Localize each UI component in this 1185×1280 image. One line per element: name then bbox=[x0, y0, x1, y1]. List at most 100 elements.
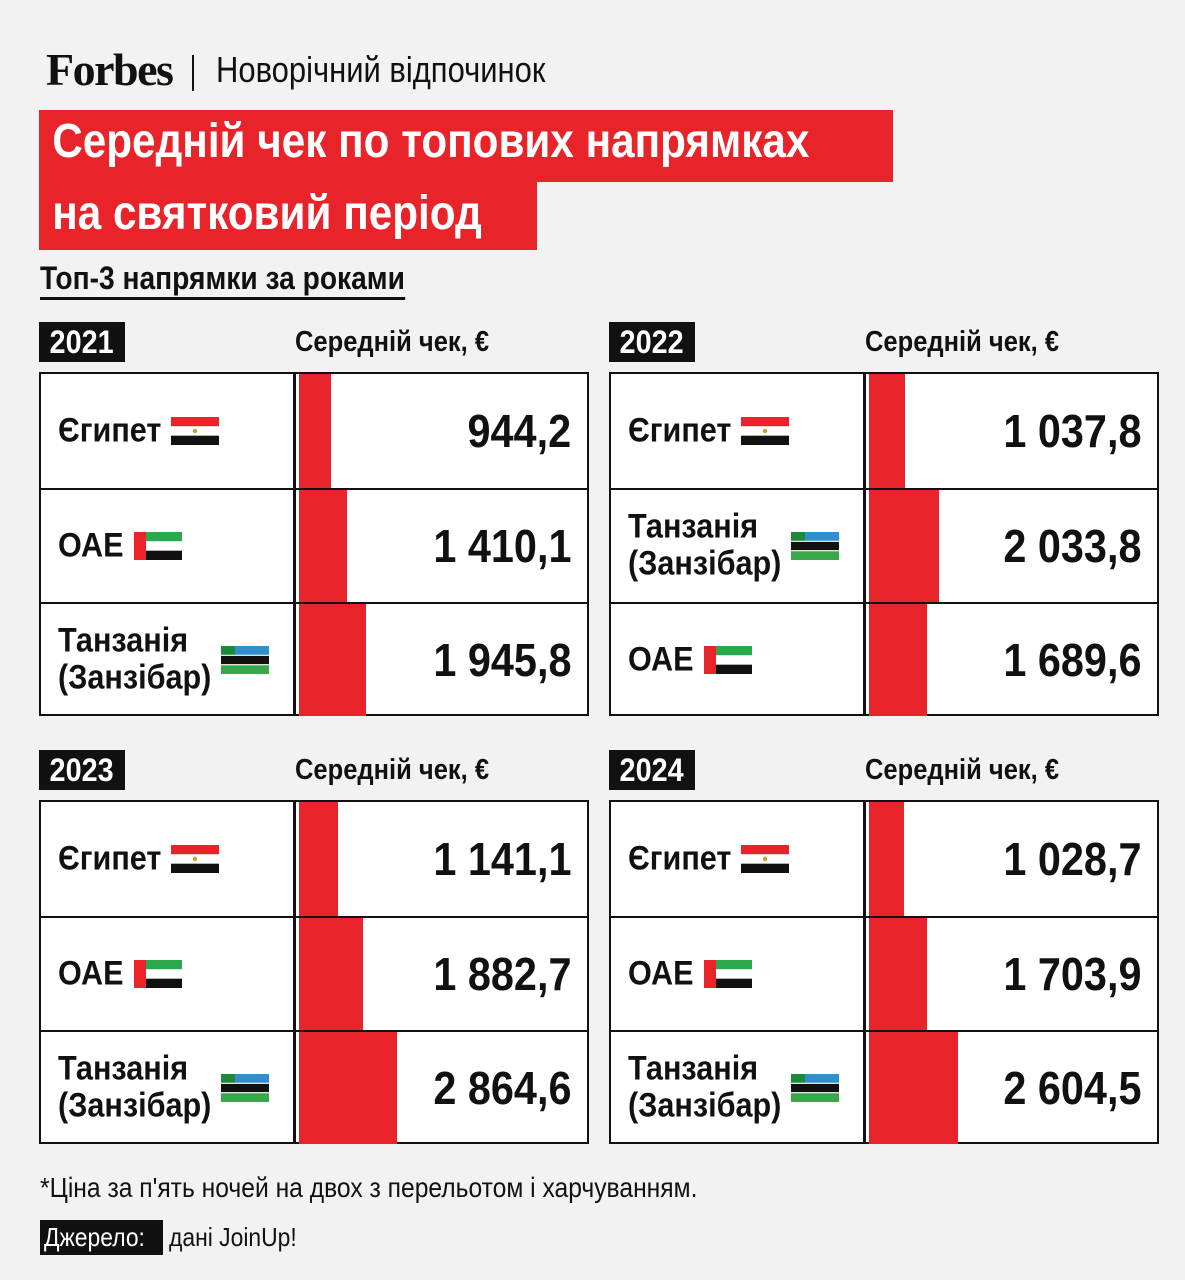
tanzania-zanzibar-flag-icon bbox=[221, 1074, 269, 1102]
table-row: Єгипет 1 028,7 bbox=[611, 802, 1157, 916]
country-name: ОАЕ bbox=[628, 640, 694, 679]
country-cell: ОАЕ bbox=[41, 490, 296, 602]
value-bar bbox=[299, 374, 331, 488]
uae-flag-icon bbox=[134, 532, 182, 560]
source-text: дані JoinUp! bbox=[169, 1222, 314, 1253]
footnote: *Ціна за п'ять ночей на двох з перельото… bbox=[40, 1172, 698, 1203]
title-line-2: на святковий період bbox=[39, 182, 537, 250]
country-name: Танзанія (Занзібар) bbox=[628, 507, 782, 583]
ranking-table: Єгипет 944,2 ОАЕ 1 410,1 Танзанія (Занзібар) 1… bbox=[39, 372, 589, 716]
table-row: Єгипет 1 037,8 bbox=[611, 374, 1157, 488]
year-label-text: 2023 bbox=[49, 752, 115, 788]
value-bar bbox=[299, 802, 338, 916]
value-bar bbox=[299, 490, 347, 602]
value-label: 1 945,8 bbox=[432, 634, 571, 686]
title-line-1-text: Середній чек по топових напрямках bbox=[52, 115, 810, 168]
title-block: Середній чек по топових напрямках на свя… bbox=[39, 110, 893, 250]
ranking-table: Єгипет 1 141,1 ОАЕ 1 882,7 Танзанія (Занзібар… bbox=[39, 800, 589, 1144]
uae-flag-icon bbox=[704, 646, 752, 674]
ranking-table: Єгипет 1 028,7 ОАЕ 1 703,9 Танзанія (Занзібар… bbox=[609, 800, 1159, 1144]
source-label: Джерело: bbox=[40, 1219, 163, 1255]
value-label: 944,2 bbox=[467, 405, 571, 457]
table-row: Танзанія (Занзібар) 2 604,5 bbox=[611, 1030, 1157, 1144]
country-name: ОАЕ bbox=[628, 954, 694, 993]
value-label: 2 864,6 bbox=[432, 1062, 571, 1114]
uae-flag-icon bbox=[704, 960, 752, 988]
year-label-text: 2024 bbox=[619, 752, 685, 788]
country-name: Єгипет bbox=[58, 411, 162, 450]
table-row: Танзанія (Занзібар) 2 033,8 bbox=[611, 488, 1157, 602]
country-cell: Єгипет bbox=[41, 802, 296, 916]
forbes-logo: Forbes bbox=[46, 44, 174, 95]
table-row: Танзанія (Занзібар) 1 945,8 bbox=[41, 602, 587, 716]
value-bar bbox=[299, 1032, 397, 1144]
table-row: ОАЕ 1 689,6 bbox=[611, 602, 1157, 716]
header-divider bbox=[192, 55, 195, 91]
value-bar bbox=[299, 604, 366, 716]
country-name: Єгипет bbox=[58, 839, 162, 878]
uae-flag-icon bbox=[134, 960, 182, 988]
ranking-table: Єгипет 1 037,8 Танзанія (Занзібар) 2 033,8 ОА… bbox=[609, 372, 1159, 716]
table-row: Танзанія (Занзібар) 2 864,6 bbox=[41, 1030, 587, 1144]
tanzania-zanzibar-flag-icon bbox=[221, 646, 269, 674]
country-cell: Єгипет bbox=[41, 374, 296, 488]
country-name: Танзанія (Занзібар) bbox=[58, 621, 212, 697]
country-name: ОАЕ bbox=[58, 954, 124, 993]
country-cell: ОАЕ bbox=[611, 918, 866, 1030]
table-row: ОАЕ 1 882,7 bbox=[41, 916, 587, 1030]
value-bar bbox=[869, 490, 939, 602]
year-label: 2022 bbox=[609, 322, 695, 362]
value-label: 1 703,9 bbox=[1002, 948, 1141, 1000]
value-bar bbox=[869, 604, 927, 716]
column-header: Середній чек, € bbox=[865, 326, 1060, 358]
value-label: 2 033,8 bbox=[1002, 520, 1141, 572]
value-bar bbox=[869, 1032, 958, 1144]
country-cell: ОАЕ bbox=[41, 918, 296, 1030]
country-name: ОАЕ bbox=[58, 526, 124, 565]
value-label: 1 037,8 bbox=[1002, 405, 1141, 457]
year-label: 2024 bbox=[609, 750, 695, 790]
value-bar bbox=[869, 374, 905, 488]
value-label: 1 410,1 bbox=[432, 520, 571, 572]
value-label: 2 604,5 bbox=[1002, 1062, 1141, 1114]
column-header: Середній чек, € bbox=[295, 326, 490, 358]
country-cell: Танзанія (Занзібар) bbox=[611, 1032, 866, 1144]
value-label: 1 141,1 bbox=[432, 833, 571, 885]
value-label: 1 028,7 bbox=[1002, 833, 1141, 885]
subtitle: Топ-3 напрямки за роками bbox=[40, 261, 405, 300]
header: Forbes Новорічний відпочинок bbox=[46, 40, 599, 100]
value-bar bbox=[299, 918, 363, 1030]
country-cell: Танзанія (Занзібар) bbox=[611, 490, 866, 602]
section-name: Новорічний відпочинок bbox=[216, 49, 546, 90]
table-row: ОАЕ 1 703,9 bbox=[611, 916, 1157, 1030]
country-name: Танзанія (Занзібар) bbox=[628, 1049, 782, 1125]
tanzania-zanzibar-flag-icon bbox=[791, 1074, 839, 1102]
tanzania-zanzibar-flag-icon bbox=[791, 532, 839, 560]
country-name: Танзанія (Занзібар) bbox=[58, 1049, 212, 1125]
table-row: Єгипет 1 141,1 bbox=[41, 802, 587, 916]
egypt-flag-icon bbox=[171, 417, 219, 445]
year-label: 2021 bbox=[39, 322, 125, 362]
title-line-1: Середній чек по топових напрямках bbox=[39, 110, 893, 182]
country-cell: Танзанія (Занзібар) bbox=[41, 1032, 296, 1144]
value-label: 1 882,7 bbox=[432, 948, 571, 1000]
country-cell: ОАЕ bbox=[611, 604, 866, 716]
year-label-text: 2022 bbox=[619, 324, 685, 360]
title-line-2-text: на святковий період bbox=[52, 187, 482, 240]
column-header: Середній чек, € bbox=[865, 754, 1060, 786]
egypt-flag-icon bbox=[741, 845, 789, 873]
column-header: Середній чек, € bbox=[295, 754, 490, 786]
value-label: 1 689,6 bbox=[1002, 634, 1141, 686]
country-name: Єгипет bbox=[628, 411, 732, 450]
year-label-text: 2021 bbox=[49, 324, 115, 360]
country-cell: Єгипет bbox=[611, 374, 866, 488]
source-label-text: Джерело: bbox=[44, 1221, 145, 1252]
table-row: Єгипет 944,2 bbox=[41, 374, 587, 488]
country-cell: Танзанія (Занзібар) bbox=[41, 604, 296, 716]
source-text-value: дані JoinUp! bbox=[168, 1221, 297, 1252]
egypt-flag-icon bbox=[741, 417, 789, 445]
table-row: ОАЕ 1 410,1 bbox=[41, 488, 587, 602]
country-cell: Єгипет bbox=[611, 802, 866, 916]
source-line: Джерело: дані JoinUp! bbox=[40, 1218, 314, 1256]
country-name: Єгипет bbox=[628, 839, 732, 878]
